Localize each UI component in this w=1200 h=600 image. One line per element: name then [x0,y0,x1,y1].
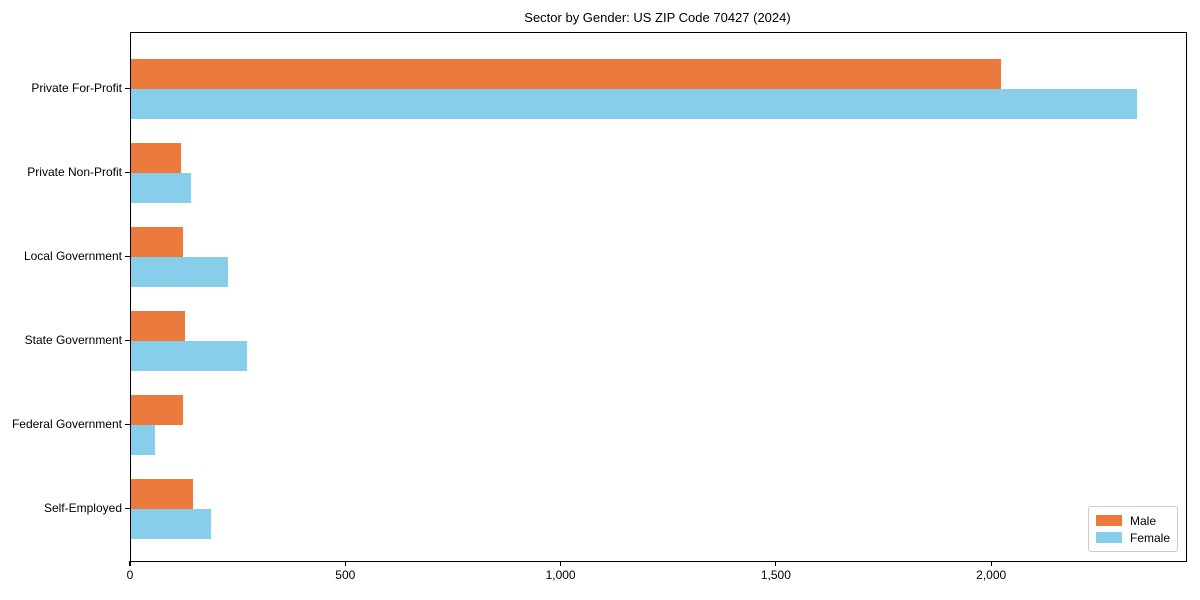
xtick-mark [775,561,777,566]
bar-male-state-government [131,311,185,341]
xtick-label-2000: 2,000 [976,568,1007,582]
ytick-label-federal-government: Federal Government [11,417,122,431]
bar-male-private-non-profit [131,143,181,173]
xtick-label-0: 0 [126,568,134,582]
bar-female-local-government [131,257,228,287]
ytick-label-local-government: Local Government [23,249,122,263]
bar-male-local-government [131,227,183,257]
plot-area [130,32,1187,562]
legend-row-female: Female [1096,529,1170,546]
bar-female-private-for-profit [131,89,1137,119]
bar-female-state-government [131,341,248,371]
chart-title: Sector by Gender: US ZIP Code 70427 (202… [524,10,791,25]
xtick-label-500: 500 [335,568,356,582]
ytick-mark [125,508,130,510]
xtick-mark [344,561,346,566]
bar-male-private-for-profit [131,59,1001,89]
bar-male-self-employed [131,479,194,509]
ytick-label-state-government: State Government [24,333,122,347]
ytick-mark [125,256,130,258]
legend-label-female: Female [1130,530,1171,545]
xtick-mark [560,561,562,566]
legend-row-male: Male [1096,512,1170,529]
ytick-label-self-employed: Self-Employed [43,501,122,515]
ytick-mark [125,88,130,90]
ytick-mark [125,340,130,342]
bar-female-self-employed [131,509,211,539]
ytick-mark [125,424,130,426]
ytick-label-private-non-profit: Private Non-Profit [27,165,122,179]
xtick-mark [129,561,131,566]
legend: Male Female [1088,506,1178,552]
legend-swatch-female [1096,532,1122,543]
bar-female-federal-government [131,425,155,455]
bar-male-federal-government [131,395,183,425]
ytick-label-private-for-profit: Private For-Profit [31,81,122,95]
xtick-label-1500: 1,500 [760,568,791,582]
legend-label-male: Male [1130,513,1157,528]
bar-female-private-non-profit [131,173,192,203]
ytick-mark [125,172,130,174]
xtick-label-1000: 1,000 [545,568,576,582]
xtick-mark [990,561,992,566]
legend-swatch-male [1096,515,1122,526]
